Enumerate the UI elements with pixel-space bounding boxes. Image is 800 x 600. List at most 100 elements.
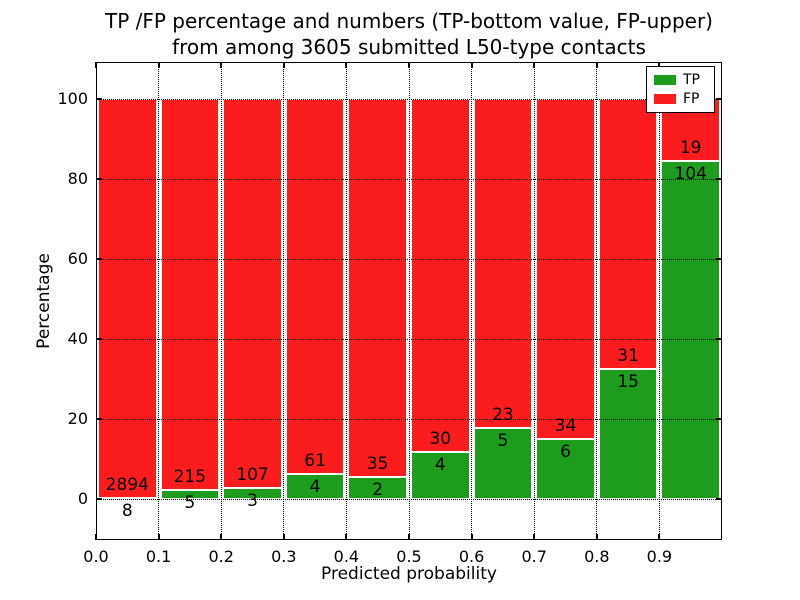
y-tick-mark [96,178,102,180]
y-tick-mark-right [716,498,722,500]
x-tick-label: 0.5 [396,547,422,566]
bar-segment-tp [348,477,407,499]
x-tick-mark [658,534,661,540]
legend-swatch-fp-icon [654,94,676,104]
bar-label-tp: 5 [184,492,196,513]
x-tick-mark-top [157,62,160,68]
v-gridline [408,62,410,540]
x-axis-label: Predicted probability [321,564,497,584]
chart-title: TP /FP percentage and numbers (TP-bottom… [96,8,722,60]
legend-label-fp: FP [683,91,700,107]
v-gridline [596,62,598,540]
y-tick-mark-right [716,178,722,180]
v-gridline [533,62,535,540]
bar-label-fp: 30 [429,428,452,449]
y-tick-mark-right [716,258,722,260]
x-tick-mark [533,534,536,540]
x-tick-label: 0.3 [271,547,297,566]
x-tick-label: 0.4 [333,547,360,566]
x-tick-mark-top [408,62,410,68]
bar-segment-fp [536,99,595,439]
y-tick-mark [96,498,102,500]
bar-segment-tp [473,427,533,499]
y-tick-label: 100 [57,89,88,108]
legend-item-fp: FP [654,92,714,106]
bar-segment-tp [536,439,595,499]
x-tick-mark [408,534,410,540]
x-tick-label: 0.2 [208,547,234,566]
bar-segment-tp [411,451,470,499]
bar-label-tp: 4 [434,454,446,475]
legend-item-tp: TP [654,73,714,87]
y-tick-mark-right [716,338,722,340]
bar-label-fp: 35 [366,454,389,475]
bar-label-tp: 2 [372,480,384,501]
v-gridline [345,62,347,540]
x-tick-mark-top [95,62,97,68]
bar-segment-tp [661,160,720,499]
x-tick-mark-top [595,62,598,68]
bar-label-tp: 6 [560,442,571,462]
x-tick-label: 0.6 [458,547,485,566]
y-tick-mark-right [716,98,722,100]
bar-label-tp: 8 [121,500,133,521]
bar-label-tp: 4 [309,477,321,498]
y-tick-label: 60 [67,249,88,268]
bar-label-fp: 31 [617,345,639,366]
y-tick-mark [96,98,102,100]
bar-segment-fp [598,99,658,369]
x-tick-mark [282,534,285,540]
bar-label-fp: 61 [304,451,326,472]
bar-label-tp: 5 [497,430,509,451]
plot-area: TP FP 2894 8 215 5 107 3 61 4 35 2 30 4 23 5 34 6 31 15 19… [95,62,722,540]
chart-title-line1: TP /FP percentage and numbers (TP-bottom… [105,9,713,33]
x-tick-mark [470,534,473,540]
bar-label-fp: 107 [236,465,269,486]
bar-segment-fp [98,99,157,498]
x-tick-mark-top [282,62,285,68]
bar-label-fp: 215 [173,466,207,487]
legend: TP FP [646,66,715,113]
bar-segment-fp [348,99,407,478]
v-gridline [283,62,285,540]
v-gridline [158,62,160,540]
bar-label-fp: 34 [554,416,577,436]
y-tick-label: 80 [67,169,88,188]
v-gridline [471,62,473,540]
bar-label-fp: 23 [492,404,514,425]
bar-segment-tp [598,368,658,499]
x-tick-mark [595,534,598,540]
x-tick-mark-top [345,62,348,68]
v-gridline [220,62,222,540]
bar-label-tp: 3 [247,491,258,512]
x-tick-label: 0.9 [646,547,673,566]
x-tick-label: 0.8 [584,547,610,566]
y-tick-label: 0 [77,489,88,508]
x-tick-label: 0.7 [521,547,547,566]
bar-segment-tp [160,489,220,499]
y-tick-mark-right [716,418,722,420]
x-tick-label: 0.0 [83,547,109,566]
bar-label-fp: 19 [679,137,702,158]
bar-label-tp: 15 [617,371,639,392]
bar-segment-tp [285,474,345,499]
x-tick-mark-top [470,62,473,68]
legend-swatch-tp-icon [654,75,676,85]
chart-title-line2: from among 3605 submitted L50-type conta… [172,35,646,59]
y-tick-mark [96,338,102,340]
bar-segment-fp [285,99,345,475]
v-gridline [658,62,660,540]
bar-label-fp: 2894 [105,474,149,495]
bar-label-tp: 104 [674,163,707,184]
x-tick-mark [220,534,223,540]
bar-segment-fp [223,99,282,489]
bar-segment-tp [223,488,282,499]
legend-label-tp: TP [683,72,700,88]
x-tick-mark [157,534,160,540]
bar-segment-fp [160,99,220,490]
bar-segment-fp [473,99,533,428]
x-tick-label: 0.1 [145,547,172,566]
y-tick-mark [96,418,102,420]
x-tick-mark-top [533,62,536,68]
